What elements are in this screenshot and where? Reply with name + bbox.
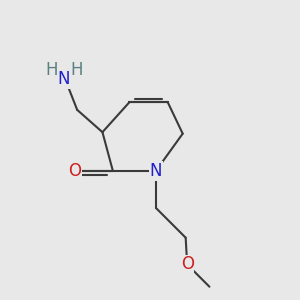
Text: H: H	[70, 61, 83, 79]
Text: N: N	[150, 162, 162, 180]
Text: H: H	[46, 61, 58, 79]
Text: O: O	[68, 162, 81, 180]
Text: O: O	[181, 255, 194, 273]
Text: N: N	[58, 70, 70, 88]
